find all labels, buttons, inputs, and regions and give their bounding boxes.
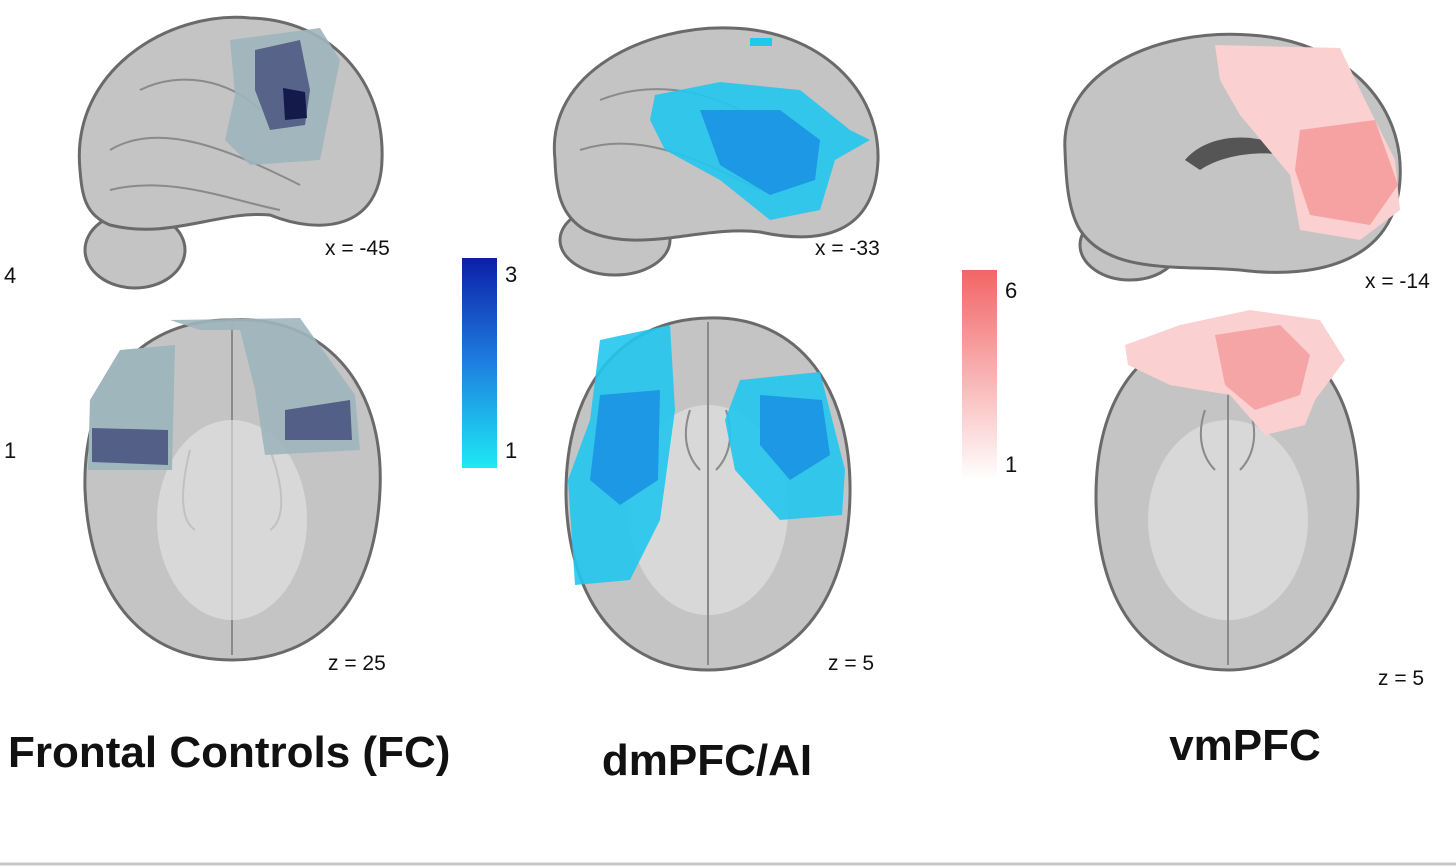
coord-label: x = -33 <box>815 237 880 260</box>
white-matter <box>157 420 307 620</box>
panel-title: dmPFC/AI <box>602 736 812 785</box>
coord-label: z = 25 <box>328 652 386 675</box>
colorbar-min: 1 <box>4 438 16 463</box>
overlay <box>700 110 820 195</box>
colorbar-min: 1 <box>1005 452 1017 477</box>
brain-axial <box>564 316 852 672</box>
colorbar-min: 1 <box>505 438 517 463</box>
panel-title: vmPFC <box>1169 721 1321 770</box>
brain-sagittal <box>1063 32 1402 282</box>
colorbar <box>962 270 997 480</box>
overlay <box>1295 120 1398 225</box>
brain-axial <box>83 318 382 662</box>
panel-title: Frontal Controls (FC) <box>8 728 450 777</box>
colorbar-max: 4 <box>4 263 16 288</box>
coord-label: x = -45 <box>325 237 390 260</box>
overlay <box>750 38 772 46</box>
brain-sagittal <box>77 15 384 290</box>
colorbar-max: 6 <box>1005 278 1017 303</box>
overlay <box>1215 325 1310 410</box>
overlay <box>285 400 352 440</box>
overlay <box>590 390 660 505</box>
colorbar-max: 3 <box>505 262 517 287</box>
overlay <box>283 88 307 120</box>
colorbar <box>462 258 497 468</box>
brain-sagittal <box>552 26 880 277</box>
overlay <box>760 395 830 480</box>
coord-label: x = -14 <box>1365 270 1430 293</box>
overlay <box>92 428 168 465</box>
coord-label: z = 5 <box>1378 667 1424 690</box>
coord-label: z = 5 <box>828 652 874 675</box>
brain-axial <box>1094 310 1360 672</box>
